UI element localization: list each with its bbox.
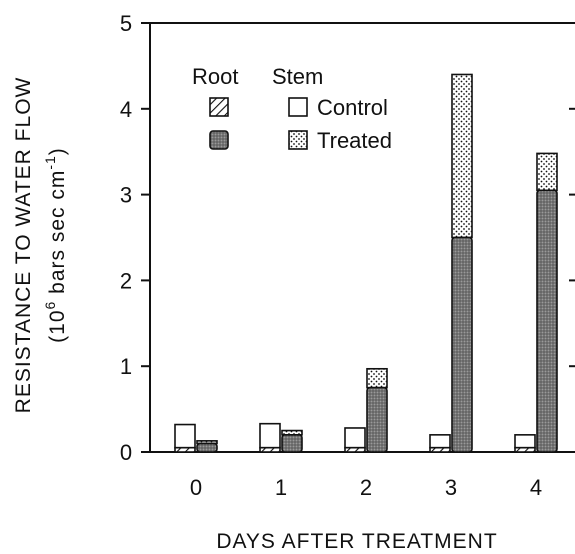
x-tick-label: 2: [360, 475, 372, 500]
control-root-bar: [344, 446, 366, 453]
treated-root-bar: [536, 189, 558, 453]
treated-root-bar: [366, 386, 388, 453]
y-ticks: 0 1 2 3 4 5: [120, 11, 575, 465]
legend-label-control: Control: [317, 95, 388, 120]
y-tick-label: 1: [120, 354, 132, 379]
y-units-close: ): [46, 147, 69, 155]
y-units-exp1: 6: [42, 301, 58, 310]
legend-header-root: Root: [192, 64, 238, 89]
treated-root-bar: [281, 434, 303, 453]
treated-stem-bar: [451, 73, 473, 239]
legend: Root Stem Control Treated: [192, 64, 392, 153]
control-root-bar: [259, 446, 281, 453]
y-tick-label: 5: [120, 11, 132, 36]
y-tick-label: 3: [120, 183, 132, 208]
y-axis-title: RESISTANCE TO WATER FLOW: [12, 77, 35, 414]
x-tick-label: 0: [190, 475, 202, 500]
x-tick-label: 4: [530, 475, 542, 500]
treated-root-bar: [196, 442, 218, 453]
y-tick-label: 2: [120, 268, 132, 293]
control-stem-bar: [429, 434, 451, 449]
x-tick-label: 1: [275, 475, 287, 500]
legend-swatch-control-stem: [288, 97, 308, 117]
treated-stem-bar: [536, 152, 558, 192]
control-stem-bar: [174, 423, 196, 449]
y-units-exp2: -1: [42, 155, 58, 169]
treated-root-bar: [451, 236, 473, 453]
y-tick-label: 0: [120, 440, 132, 465]
legend-header-stem: Stem: [272, 64, 323, 89]
control-root-bar: [174, 446, 196, 453]
x-axis-title: DAYS AFTER TREATMENT: [216, 530, 497, 553]
legend-swatch-treated-stem: [288, 130, 308, 150]
legend-swatch-control-root: [209, 97, 229, 117]
x-tick-label: 3: [445, 475, 457, 500]
y-axis-units: (106 bars sec cm-1): [42, 147, 69, 343]
legend-swatch-treated-root: [209, 130, 229, 150]
legend-label-treated: Treated: [317, 128, 392, 153]
bars: [174, 73, 558, 453]
y-units-open: (10: [46, 309, 69, 342]
control-stem-bar: [344, 427, 366, 449]
y-tick-label: 4: [120, 97, 132, 122]
x-tick-labels: 0 1 2 3 4: [190, 475, 542, 500]
control-root-bar: [429, 446, 451, 453]
treated-stem-bar: [366, 367, 388, 389]
control-root-bar: [514, 446, 536, 453]
control-stem-bar: [514, 434, 536, 449]
y-units-mid: bars sec cm: [46, 170, 69, 301]
control-stem-bar: [259, 422, 281, 449]
